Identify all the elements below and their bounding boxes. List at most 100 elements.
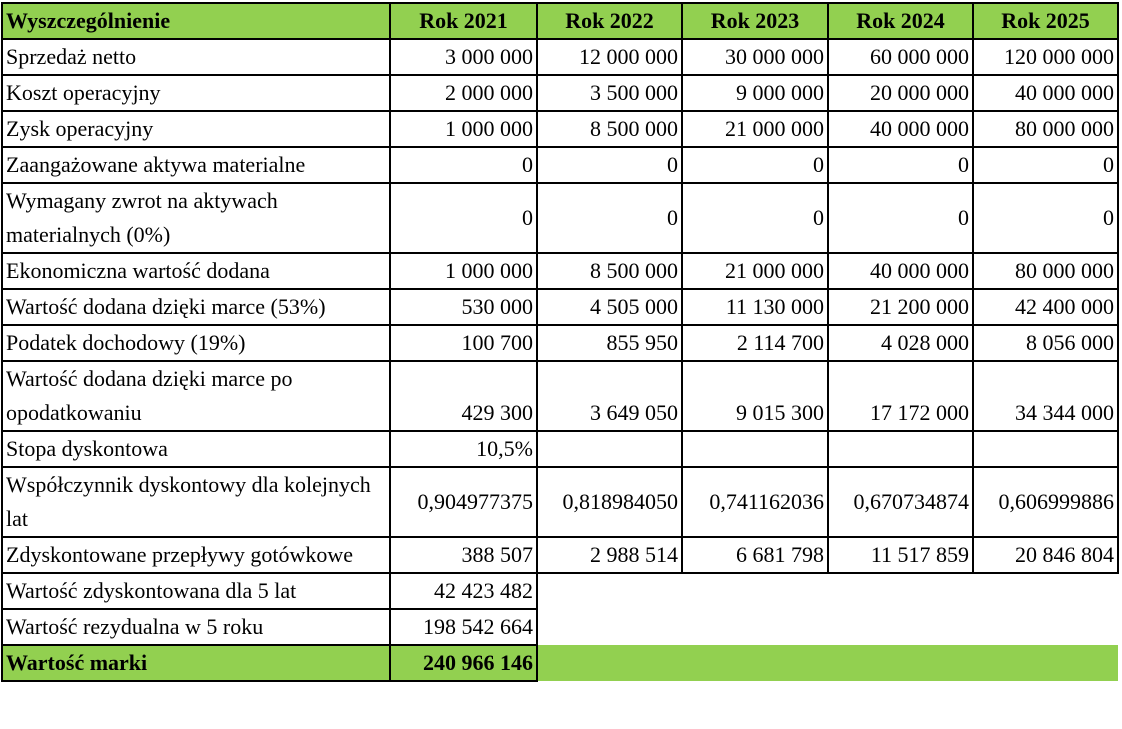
cell-value: 8 500 000 bbox=[536, 110, 683, 148]
cell-value: 21 000 000 bbox=[681, 252, 829, 290]
table-row: Wartość marki 240 966 146 bbox=[1, 644, 1118, 682]
row-label: Zdyskontowane przepływy gotówkowe bbox=[1, 536, 391, 574]
cell-value: 30 000 000 bbox=[681, 38, 829, 76]
empty-cell bbox=[972, 430, 1119, 468]
cell-value: 0 bbox=[972, 182, 1119, 254]
table-row: Wartość rezydualna w 5 roku 198 542 664 bbox=[1, 608, 1118, 646]
header-cell: Rok 2025 bbox=[972, 2, 1119, 40]
empty-cell bbox=[973, 645, 1118, 681]
empty-cell bbox=[537, 573, 682, 609]
cell-value: 11 517 859 bbox=[827, 536, 974, 574]
cell-value: 855 950 bbox=[536, 324, 683, 362]
row-label: Podatek dochodowy (19%) bbox=[1, 324, 391, 362]
cell-value: 120 000 000 bbox=[972, 38, 1119, 76]
empty-cell bbox=[828, 573, 973, 609]
row-label: Ekonomiczna wartość dodana bbox=[1, 252, 391, 290]
cell-value: 4 028 000 bbox=[827, 324, 974, 362]
row-label: Wartość zdyskontowana dla 5 lat bbox=[1, 572, 391, 610]
cell-value: 1 000 000 bbox=[389, 110, 538, 148]
table-row: Stopa dyskontowa 10,5% bbox=[1, 430, 1119, 468]
cell-value: 9 000 000 bbox=[681, 74, 829, 112]
cell-value: 0 bbox=[827, 146, 974, 184]
table-row: Koszt operacyjny 2 000 000 3 500 000 9 000 … bbox=[1, 74, 1119, 112]
cell-value: 8 500 000 bbox=[536, 252, 683, 290]
empty-cell bbox=[537, 645, 682, 681]
cell-value: 3 649 050 bbox=[536, 360, 683, 432]
cell-value: 80 000 000 bbox=[972, 252, 1119, 290]
cell-value: 0 bbox=[389, 182, 538, 254]
empty-cell bbox=[973, 573, 1118, 609]
cell-value: 0,904977375 bbox=[389, 466, 538, 538]
row-label: Zysk operacyjny bbox=[1, 110, 391, 148]
row-label: Koszt operacyjny bbox=[1, 74, 391, 112]
cell-value: 42 423 482 bbox=[389, 572, 538, 610]
cell-value: 40 000 000 bbox=[972, 74, 1119, 112]
cell-value: 9 015 300 bbox=[681, 360, 829, 432]
cell-value: 21 000 000 bbox=[681, 110, 829, 148]
table-row: Wymagany zwrot na aktywach materialnych … bbox=[1, 182, 1119, 254]
table-body: Sprzedaż netto 3 000 000 12 000 000 30 000 … bbox=[1, 38, 1119, 682]
row-label: Wartość rezydualna w 5 roku bbox=[1, 608, 391, 646]
cell-value: 3 000 000 bbox=[389, 38, 538, 76]
empty-cell bbox=[537, 609, 682, 645]
cell-value: 0 bbox=[681, 146, 829, 184]
cell-value: 80 000 000 bbox=[972, 110, 1119, 148]
header-cell: Rok 2023 bbox=[681, 2, 829, 40]
empty-cell bbox=[682, 609, 828, 645]
cell-value: 198 542 664 bbox=[389, 608, 538, 646]
table-row: Wartość dodana dzięki marce po opodatkow… bbox=[1, 360, 1119, 432]
cell-value: 17 172 000 bbox=[827, 360, 974, 432]
empty-cell bbox=[827, 430, 974, 468]
cell-value: 40 000 000 bbox=[827, 252, 974, 290]
cell-value: 100 700 bbox=[389, 324, 538, 362]
cell-value: 0 bbox=[827, 182, 974, 254]
row-label: Wartość dodana dzięki marce po opodatkow… bbox=[1, 360, 391, 432]
table-row: Wartość zdyskontowana dla 5 lat 42 423 48… bbox=[1, 572, 1118, 610]
cell-value: 40 000 000 bbox=[827, 110, 974, 148]
empty-cell bbox=[828, 645, 973, 681]
cell-value: 20 846 804 bbox=[972, 536, 1119, 574]
cell-value: 0 bbox=[389, 146, 538, 184]
cell-value: 0,670734874 bbox=[827, 466, 974, 538]
cell-value: 429 300 bbox=[389, 360, 538, 432]
cell-value: 388 507 bbox=[389, 536, 538, 574]
table-row: Ekonomiczna wartość dodana 1 000 000 8 500… bbox=[1, 252, 1119, 290]
table-row: Współczynnik dyskontowy dla kolejnych la… bbox=[1, 466, 1119, 538]
cell-value: 2 000 000 bbox=[389, 74, 538, 112]
cell-value: 11 130 000 bbox=[681, 288, 829, 326]
empty-cell bbox=[828, 609, 973, 645]
cell-value: 8 056 000 bbox=[972, 324, 1119, 362]
empty-cell bbox=[681, 430, 829, 468]
cell-value: 2 988 514 bbox=[536, 536, 683, 574]
empty-cell bbox=[536, 430, 683, 468]
cell-value: 20 000 000 bbox=[827, 74, 974, 112]
cell-value: 10,5% bbox=[389, 430, 538, 468]
table-row: Zaangażowane aktywa materialne 0 0 0 0 0 bbox=[1, 146, 1119, 184]
cell-value: 0,741162036 bbox=[681, 466, 829, 538]
cell-value: 12 000 000 bbox=[536, 38, 683, 76]
cell-value: 3 500 000 bbox=[536, 74, 683, 112]
header-cell: Rok 2024 bbox=[827, 2, 974, 40]
header-cell: Wyszczególnienie bbox=[1, 2, 391, 40]
valuation-table: Wyszczególnienie Rok 2021 Rok 2022 Rok 2023… bbox=[1, 2, 1119, 682]
cell-value: 21 200 000 bbox=[827, 288, 974, 326]
cell-value: 2 114 700 bbox=[681, 324, 829, 362]
header-row: Wyszczególnienie Rok 2021 Rok 2022 Rok 2023… bbox=[1, 2, 1119, 40]
empty-cell bbox=[682, 573, 828, 609]
row-label: Wartość dodana dzięki marce (53%) bbox=[1, 288, 391, 326]
cell-value: 0,818984050 bbox=[536, 466, 683, 538]
cell-value: 0 bbox=[681, 182, 829, 254]
cell-value: 60 000 000 bbox=[827, 38, 974, 76]
row-label: Wymagany zwrot na aktywach materialnych … bbox=[1, 182, 391, 254]
table-row: Sprzedaż netto 3 000 000 12 000 000 30 000 … bbox=[1, 38, 1119, 76]
header-cell: Rok 2022 bbox=[536, 2, 683, 40]
cell-value: 240 966 146 bbox=[389, 644, 538, 682]
cell-value: 0 bbox=[536, 146, 683, 184]
table-row: Wartość dodana dzięki marce (53%) 530 000… bbox=[1, 288, 1119, 326]
cell-value: 1 000 000 bbox=[389, 252, 538, 290]
row-label: Wartość marki bbox=[1, 644, 391, 682]
row-label: Stopa dyskontowa bbox=[1, 430, 391, 468]
empty-cell bbox=[973, 609, 1118, 645]
